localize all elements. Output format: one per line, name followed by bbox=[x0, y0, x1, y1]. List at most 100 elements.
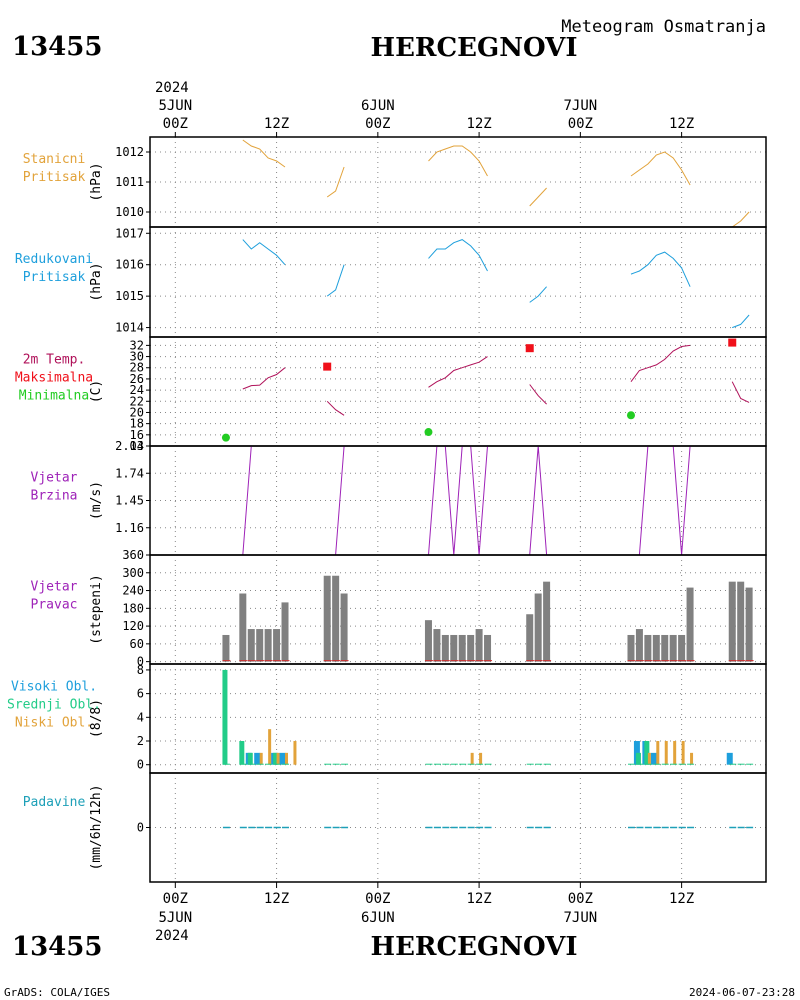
y-tick-label: 1017 bbox=[115, 226, 144, 240]
bottom-time-axis: 00Z 12Z 00Z 12Z 00Z 12Z 5JUN 6JUN 7JUN bbox=[158, 882, 694, 926]
panel-clouds: 8 6 4 2 0 (8/8) Visoki Obl. Srednji Obl. Niski O… bbox=[7, 663, 767, 774]
cloud-bar bbox=[635, 752, 641, 765]
panel-label: Minimalna bbox=[19, 389, 89, 404]
meteogram-title: Meteogram Osmatranja bbox=[561, 17, 766, 37]
unit-label: (8/8) bbox=[89, 699, 104, 738]
footer-station-name: HERCEGNOVI bbox=[371, 932, 578, 962]
y-tick-label: 1016 bbox=[115, 258, 144, 272]
cloud-bar bbox=[254, 752, 261, 765]
y-tick-label: 14 bbox=[130, 439, 144, 453]
y-tick-label: 1015 bbox=[115, 289, 144, 303]
y-tick-label: 32 bbox=[130, 338, 144, 352]
cloud-bar bbox=[690, 752, 694, 765]
wind-dir-bar bbox=[543, 581, 551, 662]
wind-dir-bar bbox=[433, 629, 441, 662]
y-tick-label: 360 bbox=[122, 548, 144, 562]
wind-dir-bar bbox=[728, 581, 736, 662]
y-tick-label: 0 bbox=[137, 655, 144, 669]
y-tick-label: 22 bbox=[130, 394, 144, 408]
header-station-name: HERCEGNOVI bbox=[371, 33, 578, 63]
series-line bbox=[242, 239, 286, 266]
y-tick-label: 300 bbox=[122, 566, 144, 580]
bottom-hour-label: 12Z bbox=[669, 891, 694, 907]
top-hour-label: 00Z bbox=[568, 116, 593, 132]
y-tick-label: 26 bbox=[130, 372, 144, 386]
cloud-bar bbox=[479, 752, 483, 765]
tmin-marker bbox=[424, 428, 433, 437]
series-line bbox=[428, 446, 488, 555]
y-tick-label: 8 bbox=[137, 663, 144, 677]
y-tick-label: 1011 bbox=[115, 175, 144, 189]
series-line bbox=[630, 151, 691, 186]
y-tick-label: 2 bbox=[137, 734, 144, 748]
top-hour-label: 12Z bbox=[264, 116, 289, 132]
cloud-bar bbox=[470, 752, 474, 765]
panel-label: Padavine bbox=[23, 795, 86, 810]
series-line bbox=[327, 446, 345, 555]
unit-label: (m/s) bbox=[89, 481, 104, 520]
unit-label: (hPa) bbox=[89, 162, 104, 201]
wind-dir-bar bbox=[256, 629, 264, 662]
header-station-id: 13455 bbox=[12, 32, 102, 62]
y-tick-label: 6 bbox=[137, 687, 144, 701]
wind-dir-bar bbox=[737, 581, 745, 662]
series-line bbox=[326, 264, 345, 297]
wind-dir-bar bbox=[273, 629, 281, 662]
cloud-bar bbox=[273, 752, 279, 765]
top-year-label: 2024 bbox=[155, 80, 189, 96]
y-tick-label: 2.03 bbox=[115, 439, 144, 453]
panel-data bbox=[242, 446, 750, 555]
wind-dir-bar bbox=[458, 634, 466, 662]
top-day-label: 5JUN bbox=[158, 98, 192, 114]
bottom-hour-label: 00Z bbox=[568, 891, 593, 907]
top-day-label: 6JUN bbox=[361, 98, 395, 114]
cloud-bar bbox=[647, 752, 651, 765]
tmin-marker bbox=[626, 411, 635, 420]
series-line bbox=[529, 446, 548, 555]
wind-dir-bar bbox=[467, 634, 475, 662]
wind-dir-bar bbox=[686, 587, 694, 662]
wind-dir-bar bbox=[281, 602, 289, 662]
panel-label: Niski Obl. bbox=[15, 716, 93, 731]
panels: 101210111010(hPa)StanicniPritisak1017101… bbox=[7, 136, 767, 883]
y-tick-label: 20 bbox=[130, 405, 144, 419]
unit-label: (C) bbox=[89, 380, 104, 403]
wind-dir-bar bbox=[678, 634, 686, 662]
series-line bbox=[630, 251, 691, 287]
panel-label: Vjetar bbox=[31, 471, 78, 486]
panel-reduced_pressure: 1017 1016 1015 1014 (hPa)Redukovani Pritisak bbox=[15, 226, 767, 338]
wind-dir-bar bbox=[323, 575, 331, 662]
tmax-marker bbox=[525, 344, 534, 353]
wind-dir-bar bbox=[247, 629, 255, 662]
panel-label: 2m Temp. bbox=[23, 353, 86, 368]
bottom-hour-label: 00Z bbox=[365, 891, 390, 907]
series-line bbox=[630, 344, 691, 383]
y-tick-label: 28 bbox=[130, 361, 144, 375]
y-tick-label: 1014 bbox=[115, 321, 144, 335]
cloud-bar bbox=[644, 741, 650, 765]
series-line bbox=[732, 314, 750, 329]
wind-dir-bar bbox=[332, 575, 340, 662]
wind-dir-bar bbox=[239, 593, 247, 662]
cloud-bar bbox=[664, 741, 668, 765]
series-line bbox=[242, 139, 286, 168]
wind-dir-bar bbox=[635, 629, 643, 662]
y-tick-label: 24 bbox=[130, 383, 144, 397]
wind-dir-bar bbox=[340, 593, 348, 662]
series-line bbox=[529, 187, 547, 207]
bottom-hour-label: 00Z bbox=[163, 891, 188, 907]
top-day-label: 7JUN bbox=[563, 98, 597, 114]
panel-precip: 0 (mm/6h/12h)Padavine bbox=[23, 772, 767, 883]
wind-dir-bar bbox=[534, 593, 542, 662]
wind-dir-bar bbox=[526, 614, 534, 662]
y-tick-label: 180 bbox=[122, 601, 144, 615]
bottom-day-label: 6JUN bbox=[361, 910, 395, 926]
y-tick-label: 4 bbox=[137, 710, 144, 724]
panel-label: Srednji Obl. bbox=[7, 698, 101, 713]
series-line bbox=[326, 400, 345, 416]
wind-dir-bar bbox=[652, 634, 660, 662]
panel-data bbox=[242, 239, 750, 329]
cloud-bar bbox=[285, 752, 289, 765]
bottom-hour-label: 12Z bbox=[264, 891, 289, 907]
wind-dir-bar bbox=[264, 629, 272, 662]
